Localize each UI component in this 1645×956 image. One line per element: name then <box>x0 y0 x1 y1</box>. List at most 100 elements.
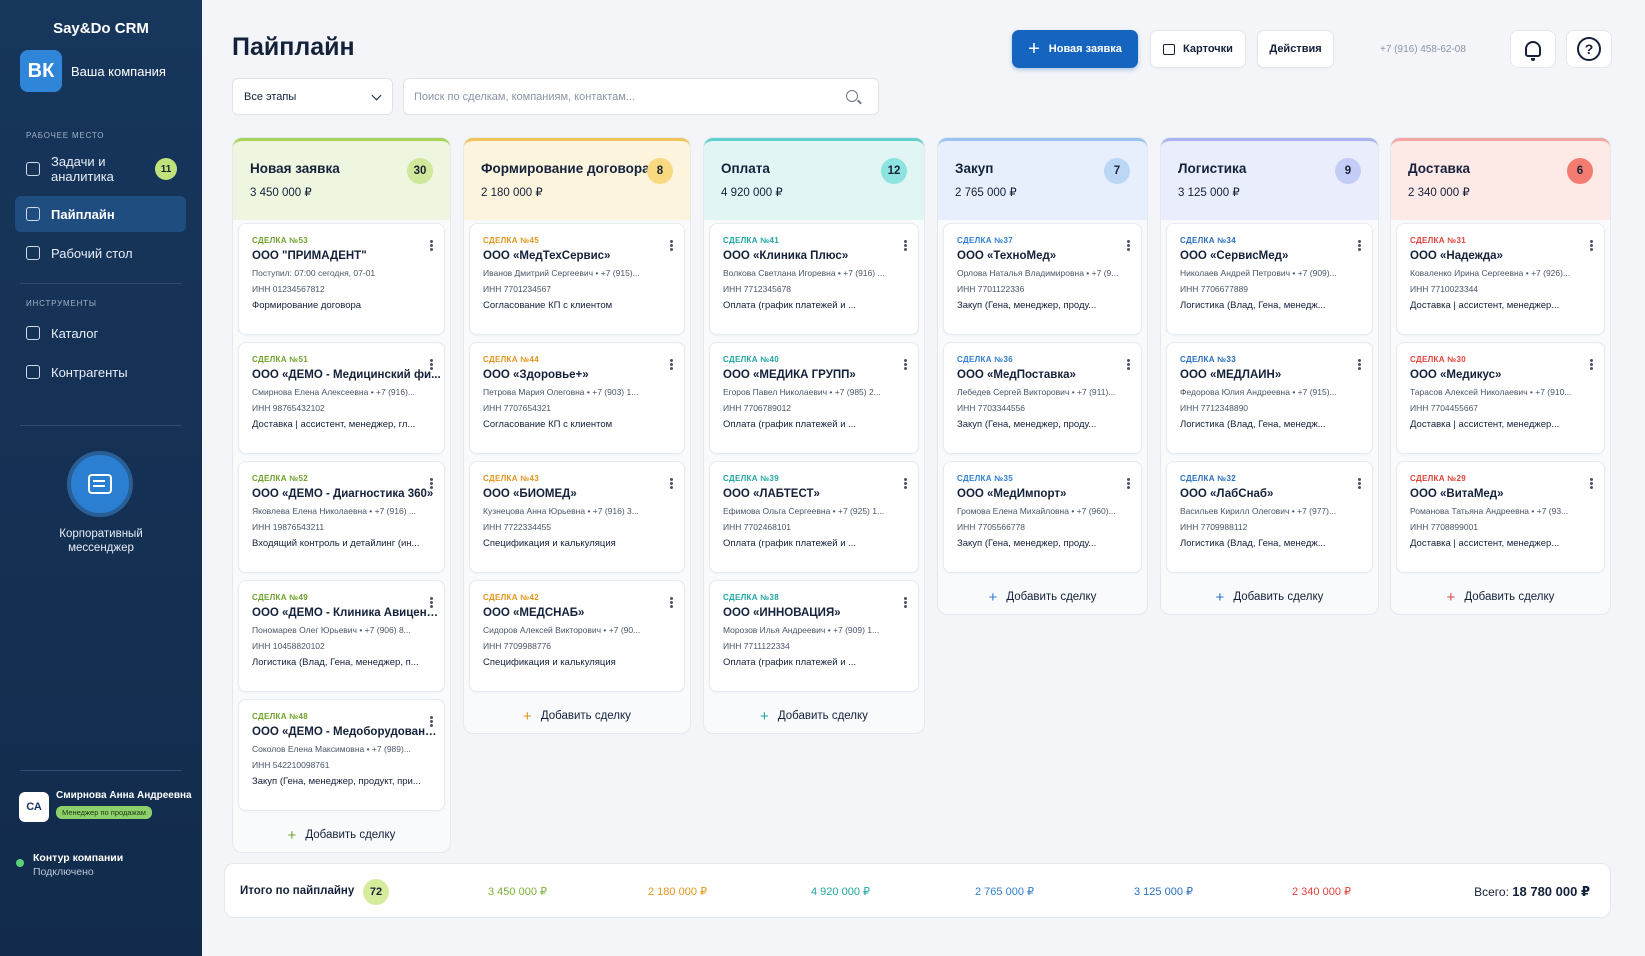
cards-view-button[interactable]: Карточки <box>1150 30 1246 68</box>
deal-number: СДЕЛКА №53 <box>252 236 309 245</box>
deal-card[interactable]: СДЕЛКА №51 ООО «ДЕМО - Медицинский фи... С… <box>238 342 445 454</box>
deal-inn: ИНН 7707654321 <box>483 403 552 413</box>
more-vertical-icon[interactable] <box>430 478 433 481</box>
deal-card[interactable]: СДЕЛКА №39 ООО «ЛАБТЕСТ» Ефимова Ольга Сер… <box>709 461 919 573</box>
deal-number: СДЕЛКА №37 <box>957 236 1014 245</box>
deal-card[interactable]: СДЕЛКА №29 ООО «ВитаМед» Романова Татьяна … <box>1396 461 1605 573</box>
add-deal-button[interactable]: + Добавить сделку <box>464 699 690 733</box>
deal-card[interactable]: СДЕЛКА №40 ООО «МЕДИКА ГРУПП» Егоров Павел… <box>709 342 919 454</box>
sidebar-item-pipeline[interactable]: Пайплайн <box>15 196 186 232</box>
new-request-button[interactable]: + Новая заявка <box>1012 30 1138 68</box>
deal-card[interactable]: СДЕЛКА №41 ООО «Клиника Плюс» Волкова Свет… <box>709 223 919 335</box>
deal-inn: ИНН 7701122336 <box>957 284 1025 294</box>
more-vertical-icon[interactable] <box>1590 359 1593 362</box>
deal-contact: Сидоров Алексей Викторович • +7 (90... <box>483 625 641 635</box>
more-vertical-icon[interactable] <box>1127 240 1130 243</box>
more-vertical-icon[interactable] <box>1358 478 1361 481</box>
more-vertical-icon[interactable] <box>430 716 433 719</box>
deal-inn: ИНН 7710023344 <box>1410 284 1479 294</box>
stage-filter-select[interactable]: Все этапы <box>232 78 393 115</box>
deal-contact: Яковлева Елена Николаевна • +7 (916) ... <box>252 506 416 516</box>
more-vertical-icon[interactable] <box>670 359 673 362</box>
deal-card[interactable]: СДЕЛКА №33 ООО «МЕДЛАЙН» Федорова Юлия Анд… <box>1166 342 1373 454</box>
deal-card[interactable]: СДЕЛКА №43 ООО «БИОМЕД» Кузнецова Анна Юрь… <box>469 461 685 573</box>
actions-label: Действия <box>1269 43 1322 55</box>
sidebar-item-label: Контрагенты <box>51 364 128 380</box>
more-vertical-icon[interactable] <box>1590 478 1593 481</box>
grand-total-value: 18 780 000 ₽ <box>1512 884 1590 899</box>
more-vertical-icon[interactable] <box>1127 478 1130 481</box>
sidebar-item-desktop[interactable]: Рабочий стол <box>15 235 186 271</box>
stage-column-header: Закуп 2 765 000 ₽ 7 <box>938 138 1147 220</box>
cards-label: Карточки <box>1183 43 1233 55</box>
deal-card[interactable]: СДЕЛКА №35 ООО «МедИмпорт» Громова Елена М… <box>943 461 1142 573</box>
more-vertical-icon[interactable] <box>670 597 673 600</box>
phone-number: +7 (916) 458-62-08 <box>1380 44 1466 55</box>
search-icon[interactable] <box>846 90 858 102</box>
more-vertical-icon[interactable] <box>1127 359 1130 362</box>
more-vertical-icon[interactable] <box>904 359 907 362</box>
total-stage-new: 3 450 000 ₽ <box>488 886 547 898</box>
deal-card[interactable]: СДЕЛКА №48 ООО «ДЕМО - Медоборудование» Со… <box>238 699 445 811</box>
help-button[interactable]: ? <box>1566 30 1612 68</box>
add-deal-button[interactable]: + Добавить сделку <box>938 580 1147 614</box>
sidebar-item-catalog[interactable]: Каталог <box>15 315 186 351</box>
deal-card[interactable]: СДЕЛКА №44 ООО «Здоровье+» Петрова Мария О… <box>469 342 685 454</box>
deal-company: ООО «МедТехСервис» <box>483 250 611 262</box>
more-vertical-icon[interactable] <box>1358 359 1361 362</box>
deal-number: СДЕЛКА №40 <box>723 355 780 364</box>
deal-card[interactable]: СДЕЛКА №38 ООО «ИННОВАЦИЯ» Морозов Илья Ан… <box>709 580 919 692</box>
more-vertical-icon[interactable] <box>1358 240 1361 243</box>
stage-sum: 2 180 000 ₽ <box>481 187 543 199</box>
search-input[interactable] <box>404 79 834 114</box>
deal-card[interactable]: СДЕЛКА №49 ООО «ДЕМО - Клиника Авиценна» П… <box>238 580 445 692</box>
deal-card[interactable]: СДЕЛКА №30 ООО «Медикус» Тарасов Алексей Н… <box>1396 342 1605 454</box>
user-profile[interactable]: СА Смирнова Анна Андреевна Менеджер по п… <box>19 790 192 822</box>
more-vertical-icon[interactable] <box>904 597 907 600</box>
more-vertical-icon[interactable] <box>1590 240 1593 243</box>
sidebar-item-tasks[interactable]: Задачи и аналитика 11 <box>15 148 186 190</box>
add-deal-button[interactable]: + Добавить сделку <box>1391 580 1610 614</box>
add-deal-button[interactable]: + Добавить сделку <box>233 818 450 852</box>
deal-card[interactable]: СДЕЛКА №45 ООО «МедТехСервис» Иванов Дмитр… <box>469 223 685 335</box>
sidebar-item-contractors[interactable]: Контрагенты <box>15 354 186 390</box>
deal-card[interactable]: СДЕЛКА №31 ООО «Надежда» Коваленко Ирина С… <box>1396 223 1605 335</box>
stage-count-badge: 30 <box>407 158 433 184</box>
deal-card[interactable]: СДЕЛКА №53 ООО "ПРИМАДЕНТ" Поступил: 07:00… <box>238 223 445 335</box>
add-deal-button[interactable]: + Добавить сделку <box>1161 580 1378 614</box>
company-switcher[interactable]: ВК Ваша компания <box>20 50 166 92</box>
deal-substage: Оплата (график платежей и ... <box>723 419 857 430</box>
deal-card[interactable]: СДЕЛКА №36 ООО «МедПоставка» Лебедев Серге… <box>943 342 1142 454</box>
messenger-button[interactable] <box>67 451 133 517</box>
deal-contact: Егоров Павел Николаевич • +7 (985) 2... <box>723 387 881 397</box>
more-vertical-icon[interactable] <box>430 240 433 243</box>
grand-total: Всего: 18 780 000 ₽ <box>1474 884 1590 900</box>
actions-button[interactable]: Действия <box>1257 30 1334 68</box>
more-vertical-icon[interactable] <box>904 478 907 481</box>
stage-column: Логистика 3 125 000 ₽ 9 СДЕЛКА №34 ООО «Серв… <box>1160 137 1379 615</box>
more-vertical-icon[interactable] <box>430 597 433 600</box>
deal-contact: Петрова Мария Олеговна • +7 (903) 1... <box>483 387 639 397</box>
stage-column: Закуп 2 765 000 ₽ 7 СДЕЛКА №37 ООО «ТехноМед… <box>937 137 1148 615</box>
notifications-button[interactable] <box>1510 30 1556 68</box>
deal-card[interactable]: СДЕЛКА №37 ООО «ТехноМед» Орлова Наталья В… <box>943 223 1142 335</box>
deal-card[interactable]: СДЕЛКА №34 ООО «СервисМед» Николаев Андрей… <box>1166 223 1373 335</box>
sidebar-item-label: Пайплайн <box>51 206 115 222</box>
deal-card[interactable]: СДЕЛКА №52 ООО «ДЕМО - Диагностика 360» Як… <box>238 461 445 573</box>
deal-card[interactable]: СДЕЛКА №32 ООО «ЛабСнаб» Васильев Кирилл О… <box>1166 461 1373 573</box>
deal-company: ООО «МЕДИКА ГРУПП» <box>723 369 856 381</box>
stage-sum: 3 450 000 ₽ <box>250 187 312 199</box>
more-vertical-icon[interactable] <box>670 240 673 243</box>
deal-contact: Коваленко Ирина Сергеевна • +7 (926)... <box>1410 268 1571 278</box>
more-vertical-icon[interactable] <box>430 359 433 362</box>
deal-substage: Спецификация и калькуляция <box>483 538 616 549</box>
deal-company: ООО «ВитаМед» <box>1410 488 1504 500</box>
more-vertical-icon[interactable] <box>904 240 907 243</box>
plus-icon: + <box>1446 588 1456 606</box>
deal-card[interactable]: СДЕЛКА №42 ООО «МЕДСНАБ» Сидоров Алексей В… <box>469 580 685 692</box>
deal-inn: ИНН 7708899001 <box>1410 522 1479 532</box>
deal-number: СДЕЛКА №38 <box>723 593 780 602</box>
more-vertical-icon[interactable] <box>670 478 673 481</box>
deal-inn: ИНН 10458820102 <box>252 641 325 651</box>
add-deal-button[interactable]: + Добавить сделку <box>704 699 924 733</box>
